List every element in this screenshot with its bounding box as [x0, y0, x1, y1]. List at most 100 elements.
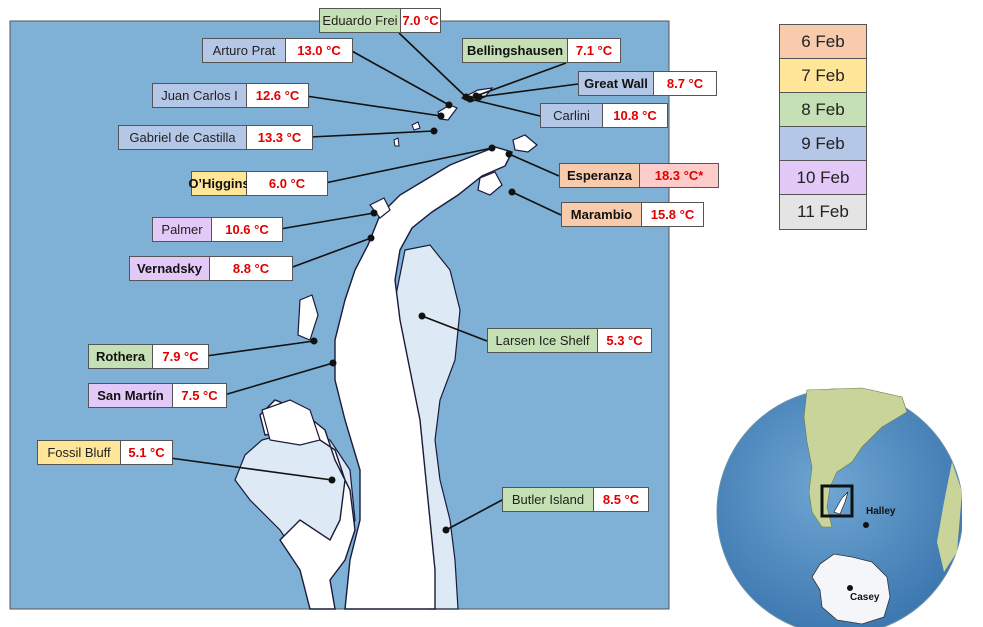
station-name: O’Higgins [188, 172, 250, 195]
date-legend: 6 Feb 7 Feb 8 Feb 9 Feb 10 Feb 11 Feb [779, 24, 867, 230]
station-marker [418, 312, 426, 320]
leader-line [508, 153, 560, 177]
station-label: Vernadsky 8.8 °C [129, 256, 293, 281]
station-label: Fossil Bluff 5.1 °C [37, 440, 173, 465]
station-label: Carlini 10.8 °C [540, 103, 668, 128]
station-temperature: 8.8 °C [210, 257, 292, 280]
leader-line [398, 32, 467, 98]
small-island [393, 137, 400, 147]
leader-line [475, 62, 567, 97]
peninsula-locator-box [820, 484, 854, 518]
station-leader-lines [169, 32, 579, 534]
station-label: Juan Carlos I 12.6 °C [152, 83, 309, 108]
leader-line [421, 315, 488, 342]
station-temperature: 5.1 °C [121, 441, 172, 464]
station-label: Gabriel de Castilla 13.3 °C [118, 125, 313, 150]
station-name: Vernadsky [130, 257, 210, 280]
station-temperature: 7.9 °C [153, 345, 208, 368]
station-name: Marambio [562, 203, 642, 226]
leader-line [289, 237, 372, 269]
station-marker [508, 188, 516, 196]
leader-line [511, 191, 562, 216]
leader-line [309, 130, 435, 138]
station-name: Fossil Bluff [38, 441, 121, 464]
station-name: Arturo Prat [203, 39, 286, 62]
casey-label: Casey [850, 592, 880, 603]
leader-line [349, 49, 450, 106]
station-marker [329, 359, 337, 367]
station-temperature: 10.6 °C [212, 218, 282, 241]
station-temperature: 18.3 °C* [640, 164, 718, 187]
station-name: Butler Island [503, 488, 594, 511]
station-label: Rothera 7.9 °C [88, 344, 209, 369]
station-temperature: 7.0 °C [401, 9, 440, 32]
station-label: Eduardo Frei 7.0 °C [319, 8, 441, 33]
alexander-island [261, 399, 321, 446]
station-label: O’Higgins 6.0 °C [188, 171, 328, 196]
casey-marker [847, 585, 853, 591]
station-temperature: 13.3 °C [247, 126, 312, 149]
legend-item: 8 Feb [780, 93, 866, 127]
south-america [803, 387, 908, 528]
james-ross-island [477, 171, 503, 196]
station-temperature: 7.5 °C [173, 384, 226, 407]
station-marker [430, 127, 438, 135]
station-label: Great Wall 8.7 °C [578, 71, 717, 96]
leader-line [279, 212, 375, 230]
station-label: Esperanza 18.3 °C* [559, 163, 719, 188]
leader-line [478, 83, 579, 98]
leader-line [205, 340, 315, 357]
station-marker [488, 144, 496, 152]
station-label: San Martín 7.5 °C [88, 383, 227, 408]
station-marker [370, 209, 378, 217]
station-temperature: 7.1 °C [568, 39, 620, 62]
station-name: Juan Carlos I [153, 84, 247, 107]
locator-globe [716, 387, 962, 627]
station-marker [445, 101, 453, 109]
station-marker [475, 93, 483, 101]
station-name: Palmer [153, 218, 212, 241]
station-temperature: 10.8 °C [603, 104, 667, 127]
africa-edge [937, 462, 962, 572]
station-name: Great Wall [579, 72, 654, 95]
station-name: Rothera [89, 345, 153, 368]
station-marker [505, 150, 513, 158]
station-label: Bellingshausen 7.1 °C [462, 38, 621, 63]
station-label: Palmer 10.6 °C [152, 217, 283, 242]
legend-item: 11 Feb [780, 195, 866, 229]
halley-label: Halley [866, 506, 896, 517]
station-name: Esperanza [560, 164, 640, 187]
station-label: Arturo Prat 13.0 °C [202, 38, 353, 63]
station-temperature: 12.6 °C [247, 84, 308, 107]
station-marker [442, 526, 450, 534]
leader-line [445, 499, 503, 531]
station-marker [466, 95, 474, 103]
station-name: Bellingshausen [463, 39, 568, 62]
station-name: Eduardo Frei [320, 9, 401, 32]
legend-item: 6 Feb [780, 25, 866, 59]
joinville-island [512, 134, 538, 153]
leader-line [169, 457, 333, 481]
station-temperature: 5.3 °C [598, 329, 651, 352]
leader-line [223, 362, 334, 396]
leader-line [305, 95, 442, 117]
station-temperature: 8.7 °C [654, 72, 716, 95]
station-marker [310, 337, 318, 345]
legend-item: 10 Feb [780, 161, 866, 195]
station-temperature: 13.0 °C [286, 39, 352, 62]
station-marker [328, 476, 336, 484]
station-temperature: 6.0 °C [247, 172, 327, 195]
station-marker [437, 112, 445, 120]
leader-line [469, 98, 541, 117]
station-name: San Martín [89, 384, 173, 407]
station-label: Marambio 15.8 °C [561, 202, 704, 227]
leader-line [324, 147, 493, 184]
legend-item: 7 Feb [780, 59, 866, 93]
station-temperature: 15.8 °C [642, 203, 703, 226]
station-name: Larsen Ice Shelf [488, 329, 598, 352]
deception-island [411, 121, 421, 131]
station-marker [367, 234, 375, 242]
station-label: Butler Island 8.5 °C [502, 487, 649, 512]
legend-item: 9 Feb [780, 127, 866, 161]
